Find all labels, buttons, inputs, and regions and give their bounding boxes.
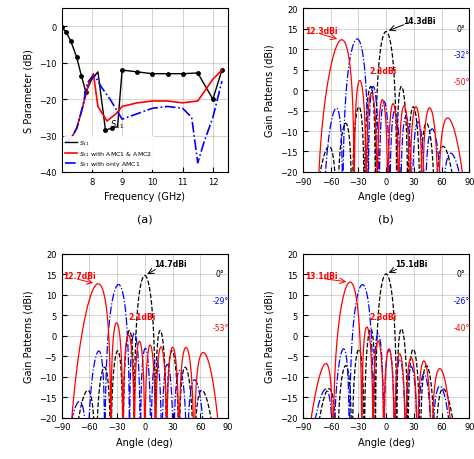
Text: 13.1dBi: 13.1dBi [305, 272, 337, 281]
Y-axis label: Gain Patterns (dBi): Gain Patterns (dBi) [265, 45, 275, 137]
Text: 15.1dBi: 15.1dBi [395, 259, 428, 269]
Text: 2.3dBi: 2.3dBi [369, 67, 397, 76]
Text: 14.3dBi: 14.3dBi [403, 17, 435, 25]
Text: -53°: -53° [212, 323, 228, 332]
X-axis label: Frequency (GHz): Frequency (GHz) [104, 192, 185, 202]
Y-axis label: S Parameter (dB): S Parameter (dB) [24, 49, 34, 133]
Text: $S_{11}$: $S_{11}$ [110, 118, 124, 131]
Y-axis label: Gain Patterns (dBi): Gain Patterns (dBi) [24, 290, 34, 382]
Text: 14.7dBi: 14.7dBi [154, 259, 187, 269]
Legend: $S_{11}$, $S_{21}$ with AMC1 & AMC2, $S_{21}$ with only AMC1: $S_{11}$, $S_{21}$ with AMC1 & AMC2, $S_… [64, 137, 154, 171]
Text: 0°: 0° [456, 270, 465, 279]
Y-axis label: Gain Patterns (dBi): Gain Patterns (dBi) [265, 290, 275, 382]
Text: 12.7dBi: 12.7dBi [64, 272, 96, 281]
Text: -26°: -26° [454, 297, 470, 305]
Text: 0°: 0° [215, 270, 224, 279]
X-axis label: Angle (deg): Angle (deg) [358, 192, 414, 202]
Text: 2.1dBi: 2.1dBi [128, 312, 155, 321]
Text: -32°: -32° [454, 51, 470, 60]
Text: 0°: 0° [456, 25, 465, 34]
Text: (b): (b) [378, 213, 394, 224]
Text: 2.3dBi: 2.3dBi [369, 312, 397, 321]
X-axis label: Angle (deg): Angle (deg) [358, 437, 414, 447]
Text: -29°: -29° [212, 297, 228, 305]
Text: -40°: -40° [454, 323, 470, 332]
Text: (a): (a) [137, 213, 153, 224]
Text: 12.3dBi: 12.3dBi [305, 27, 337, 36]
Text: -50°: -50° [454, 78, 470, 87]
X-axis label: Angle (deg): Angle (deg) [117, 437, 173, 447]
